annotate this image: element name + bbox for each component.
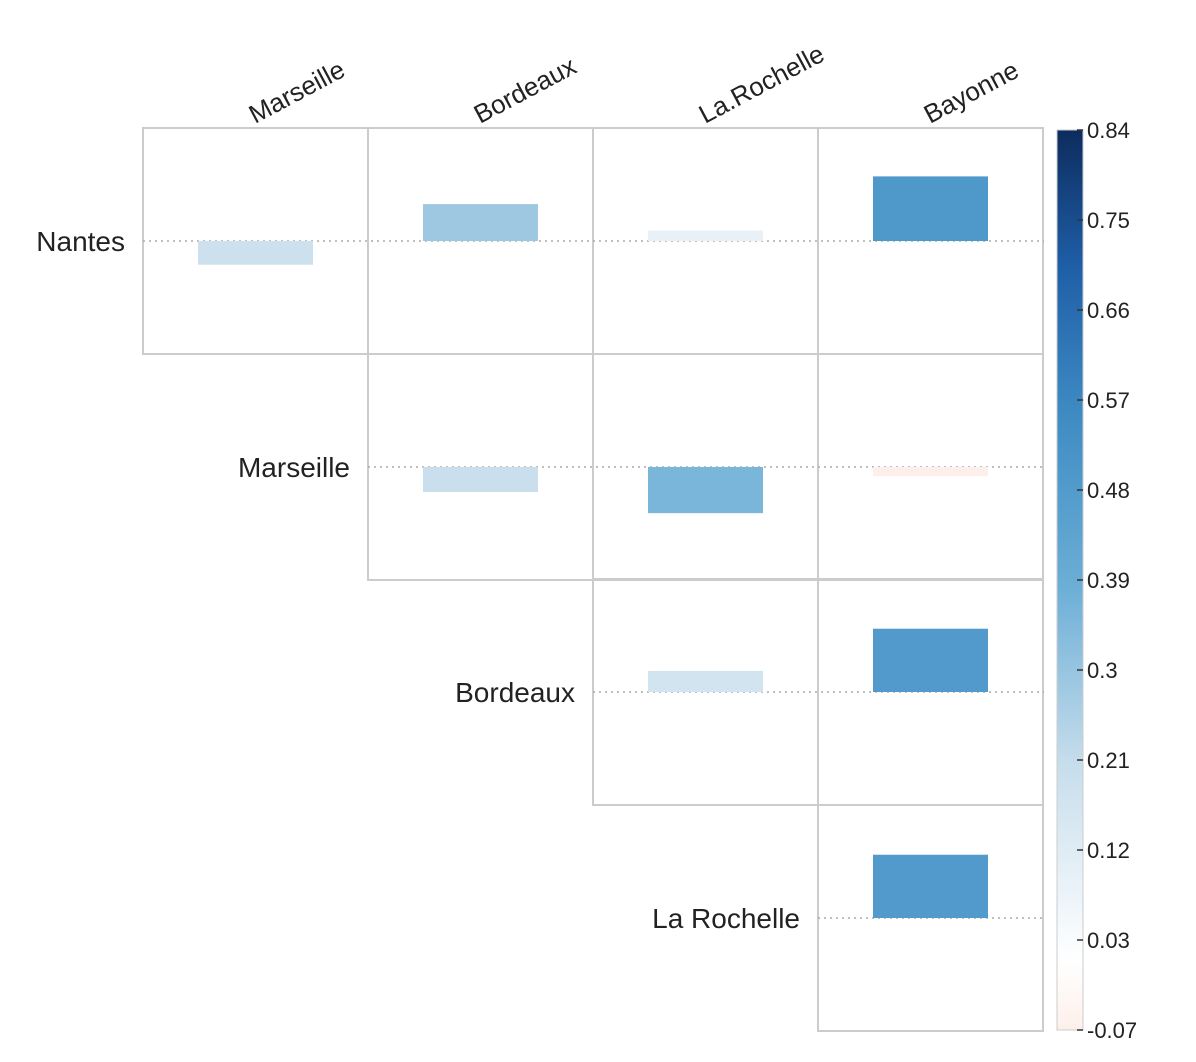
column-label: Bordeaux bbox=[469, 51, 581, 130]
column-label: Bayonne bbox=[919, 55, 1024, 130]
column-label: La.Rochelle bbox=[694, 38, 829, 129]
bar bbox=[198, 241, 313, 265]
row-label: Bordeaux bbox=[455, 677, 575, 708]
row-label: La Rochelle bbox=[652, 903, 800, 934]
colorbar-tick-label: 0.66 bbox=[1087, 298, 1130, 323]
column-label: Marseille bbox=[244, 54, 350, 129]
colorbar-tick-label: 0.21 bbox=[1087, 748, 1130, 773]
bar bbox=[423, 204, 538, 241]
colorbar-tick-label: 0.03 bbox=[1087, 928, 1130, 953]
bar bbox=[648, 230, 763, 241]
bar bbox=[873, 854, 988, 918]
bar bbox=[648, 670, 763, 692]
bar bbox=[873, 176, 988, 241]
colorbar-tick-label: 0.84 bbox=[1087, 118, 1130, 143]
colorbar-tick-label: 0.12 bbox=[1087, 838, 1130, 863]
row-label: Marseille bbox=[238, 452, 350, 483]
bar bbox=[873, 467, 988, 477]
row-label: Nantes bbox=[36, 226, 125, 257]
colorbar-tick-label: -0.07 bbox=[1087, 1018, 1137, 1043]
bar bbox=[873, 628, 988, 692]
colorbar-tick-label: 0.57 bbox=[1087, 388, 1130, 413]
colorbar-tick-label: 0.48 bbox=[1087, 478, 1130, 503]
bar bbox=[648, 467, 763, 514]
colorbar-tick-label: 0.3 bbox=[1087, 658, 1118, 683]
bar bbox=[423, 467, 538, 493]
colorbar-tick-label: 0.75 bbox=[1087, 208, 1130, 233]
colorbar-tick-label: 0.39 bbox=[1087, 568, 1130, 593]
